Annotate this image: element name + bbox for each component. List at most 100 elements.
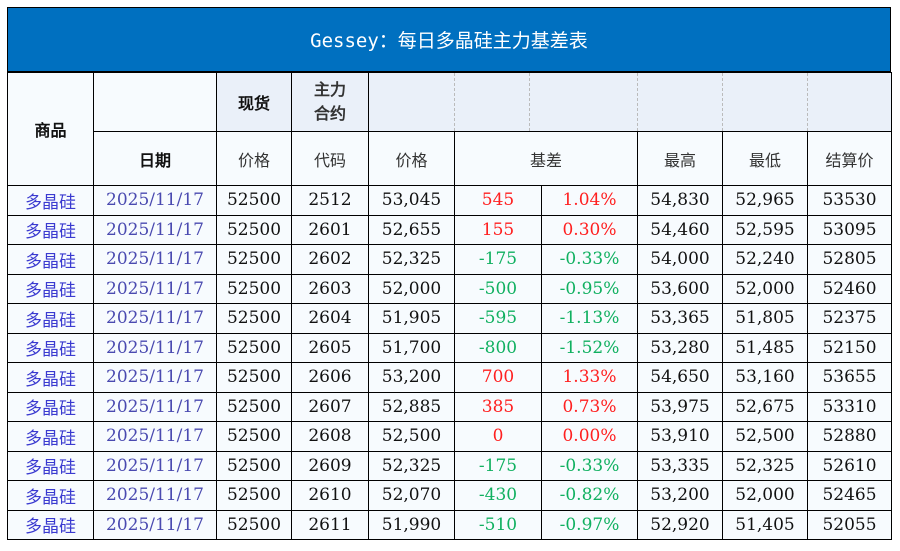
- cell-low: 52,000: [722, 480, 808, 511]
- table-row: 多晶硅 2025/11/17 52500 2611 51,990 -510 -0.97% 52…: [7, 509, 892, 540]
- header-blank: [93, 72, 217, 132]
- cell-settle: 52055: [807, 509, 892, 540]
- cell-spot: 52500: [216, 480, 292, 511]
- cell-low: 51,485: [722, 332, 808, 363]
- cell-code: 2611: [291, 509, 369, 540]
- cell-code: 2609: [291, 450, 369, 481]
- cell-price: 52,325: [368, 450, 455, 481]
- cell-low: 52,500: [722, 421, 808, 452]
- cell-basis-pct: -0.82%: [541, 480, 638, 511]
- cell-low: 52,595: [722, 214, 808, 245]
- table-row: 多晶硅 2025/11/17 52500 2606 53,200 700 1.33% 54,6…: [7, 362, 892, 393]
- cell-basis: 0: [454, 421, 542, 452]
- cell-product: 多晶硅: [7, 509, 94, 540]
- header-main-contract: 主力 合约: [291, 72, 369, 132]
- cell-product: 多晶硅: [7, 303, 94, 334]
- cell-high: 53,335: [637, 450, 723, 481]
- cell-low: 52,000: [722, 273, 808, 304]
- cell-settle: 53310: [807, 391, 892, 422]
- cell-product: 多晶硅: [7, 214, 94, 245]
- cell-date: 2025/11/17: [93, 303, 217, 334]
- header-price: 价格: [368, 131, 455, 186]
- cell-basis: 700: [454, 362, 542, 393]
- cell-low: 52,325: [722, 450, 808, 481]
- cell-price: 52,070: [368, 480, 455, 511]
- table-row: 多晶硅 2025/11/17 52500 2602 52,325 -175 -0.33% 54…: [7, 244, 892, 275]
- cell-price: 51,700: [368, 332, 455, 363]
- cell-date: 2025/11/17: [93, 214, 217, 245]
- cell-basis: 545: [454, 185, 542, 216]
- cell-price: 51,905: [368, 303, 455, 334]
- header-row-2: 日期 价格 代码 价格 基差 最高 最低 结算价: [8, 131, 892, 186]
- cell-basis: 155: [454, 214, 542, 245]
- cell-spot: 52500: [216, 185, 292, 216]
- cell-basis: -800: [454, 332, 542, 363]
- cell-date: 2025/11/17: [93, 509, 217, 540]
- cell-code: 2512: [291, 185, 369, 216]
- table-title: Gessey：每日多晶硅主力基差表: [7, 7, 891, 72]
- table-row: 多晶硅 2025/11/17 52500 2607 52,885 385 0.73% 53,9…: [7, 391, 892, 422]
- cell-date: 2025/11/17: [93, 391, 217, 422]
- cell-high: 53,910: [637, 421, 723, 452]
- cell-price: 52,885: [368, 391, 455, 422]
- table-row: 多晶硅 2025/11/17 52500 2609 52,325 -175 -0.33% 53…: [7, 450, 892, 481]
- cell-spot: 52500: [216, 244, 292, 275]
- cell-settle: 52805: [807, 244, 892, 275]
- header-blank: [368, 72, 455, 132]
- cell-basis-pct: -1.52%: [541, 332, 638, 363]
- cell-high: 54,830: [637, 185, 723, 216]
- cell-spot: 52500: [216, 391, 292, 422]
- cell-low: 53,160: [722, 362, 808, 393]
- cell-settle: 52150: [807, 332, 892, 363]
- cell-basis: -430: [454, 480, 542, 511]
- cell-date: 2025/11/17: [93, 421, 217, 452]
- table-row: 多晶硅 2025/11/17 52500 2601 52,655 155 0.30% 54,4…: [7, 214, 892, 245]
- cell-spot: 52500: [216, 214, 292, 245]
- cell-settle: 53095: [807, 214, 892, 245]
- cell-high: 53,600: [637, 273, 723, 304]
- cell-basis: 385: [454, 391, 542, 422]
- cell-low: 51,405: [722, 509, 808, 540]
- table-row: 多晶硅 2025/11/17 52500 2610 52,070 -430 -0.82% 53…: [7, 480, 892, 511]
- cell-code: 2602: [291, 244, 369, 275]
- cell-low: 52,965: [722, 185, 808, 216]
- cell-basis: -175: [454, 244, 542, 275]
- cell-price: 53,200: [368, 362, 455, 393]
- cell-product: 多晶硅: [7, 480, 94, 511]
- header-row-1: 商品 现货 主力 合约: [7, 72, 892, 186]
- cell-basis-pct: -0.33%: [541, 450, 638, 481]
- cell-code: 2606: [291, 362, 369, 393]
- cell-product: 多晶硅: [7, 185, 94, 216]
- basis-table: 商品 现货 主力 合约 日期 价格 代码 价格 基差 最高 最低 结算价 多晶硅…: [7, 72, 892, 540]
- cell-basis-pct: 0.00%: [541, 421, 638, 452]
- header-spot: 现货: [216, 72, 292, 132]
- cell-high: 53,280: [637, 332, 723, 363]
- cell-basis-pct: 0.30%: [541, 214, 638, 245]
- cell-high: 53,975: [637, 391, 723, 422]
- header-code: 代码: [291, 131, 369, 186]
- cell-settle: 52460: [807, 273, 892, 304]
- cell-basis-pct: -1.13%: [541, 303, 638, 334]
- header-date: 日期: [93, 131, 217, 186]
- cell-basis: -500: [454, 273, 542, 304]
- cell-settle: 52610: [807, 450, 892, 481]
- header-blank: [807, 72, 892, 132]
- header-blank: [637, 72, 723, 132]
- cell-code: 2608: [291, 421, 369, 452]
- header-blank: [454, 72, 638, 132]
- cell-code: 2601: [291, 214, 369, 245]
- cell-price: 52,000: [368, 273, 455, 304]
- cell-spot: 52500: [216, 450, 292, 481]
- table-row: 多晶硅 2025/11/17 52500 2608 52,500 0 0.00% 53,910…: [7, 421, 892, 452]
- cell-low: 52,240: [722, 244, 808, 275]
- cell-code: 2605: [291, 332, 369, 363]
- cell-price: 53,045: [368, 185, 455, 216]
- header-blank: [722, 72, 808, 132]
- cell-spot: 52500: [216, 421, 292, 452]
- cell-date: 2025/11/17: [93, 185, 217, 216]
- cell-price: 51,990: [368, 509, 455, 540]
- cell-basis-pct: 1.04%: [541, 185, 638, 216]
- cell-product: 多晶硅: [7, 332, 94, 363]
- cell-price: 52,325: [368, 244, 455, 275]
- cell-low: 51,805: [722, 303, 808, 334]
